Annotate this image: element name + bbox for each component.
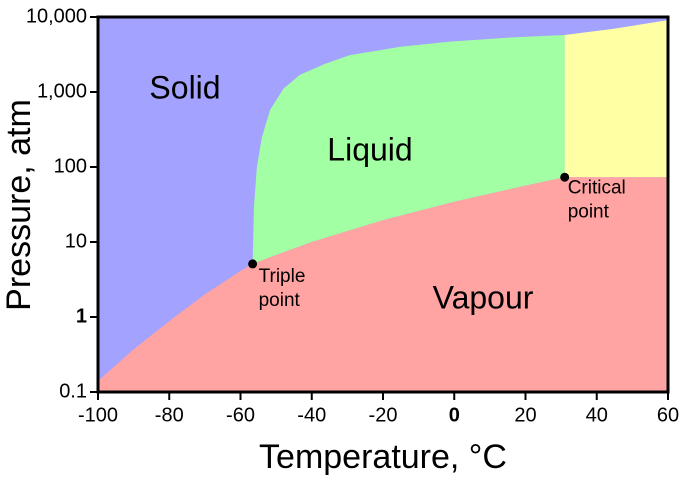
y-tick-label: 0.1 [59,380,87,402]
x-tick-label: 40 [586,404,608,426]
region-label: Liquid [327,131,412,167]
region-label: Vapour [433,279,534,315]
y-tick-label: 1,000 [37,80,87,102]
point-label-line: point [259,290,301,311]
x-tick-label: -40 [297,404,326,426]
x-tick-label: -80 [155,404,184,426]
point-label: Triple point [259,266,306,311]
region-supercritical [564,20,668,178]
point-marker [248,259,258,269]
point-label-line: point [568,201,610,222]
region-liquid [252,35,565,264]
point-label-line: Critical [568,177,626,198]
y-axis-label: Pressure, atm [0,99,38,311]
x-tick-label: 60 [657,404,679,426]
y-tick-label: 10,000 [26,5,87,27]
y-tick-label: 10 [65,230,87,252]
x-tick-label: -100 [78,404,118,426]
x-tick-label: -60 [226,404,255,426]
y-tick-label: 100 [54,155,87,177]
x-tick-label: -20 [369,404,398,426]
point-label-line: Triple [259,266,306,287]
x-axis-label: Temperature, °C [259,438,507,476]
y-tick-label: 1 [76,305,87,327]
region-label: Solid [149,69,220,105]
x-tick-label: 0 [449,404,460,426]
point-marker [560,172,570,182]
x-tick-label: 20 [514,404,536,426]
point-label: Critical point [568,177,626,222]
region-vapour [98,177,668,392]
